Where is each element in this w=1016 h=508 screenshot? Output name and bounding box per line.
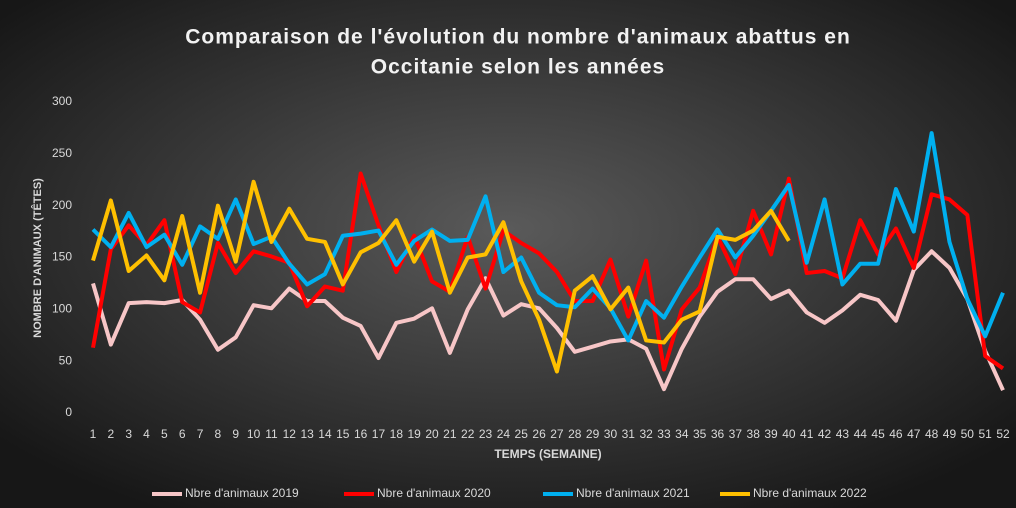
x-tick-label: 47 bbox=[907, 427, 921, 441]
x-tick-label: 37 bbox=[729, 427, 743, 441]
x-tick-label: 1 bbox=[90, 427, 97, 441]
x-tick-label: 13 bbox=[300, 427, 314, 441]
x-tick-label: 45 bbox=[871, 427, 885, 441]
x-tick-label: 52 bbox=[996, 427, 1010, 441]
x-tick-label: 29 bbox=[586, 427, 600, 441]
series-line bbox=[91, 171, 1005, 372]
x-tick-label: 23 bbox=[479, 427, 493, 441]
x-tick-label: 49 bbox=[943, 427, 957, 441]
y-tick-label: 150 bbox=[52, 250, 72, 264]
y-tick-label: 300 bbox=[52, 94, 72, 108]
x-tick-label: 39 bbox=[764, 427, 778, 441]
x-tick-label: 3 bbox=[125, 427, 132, 441]
x-tick-label: 33 bbox=[657, 427, 671, 441]
series-line bbox=[91, 179, 791, 374]
x-tick-label: 38 bbox=[747, 427, 761, 441]
chart-title: Comparaison de l'évolution du nombre d'a… bbox=[185, 26, 851, 49]
legend-label: Nbre d'animaux 2020 bbox=[377, 486, 491, 500]
x-tick-label: 25 bbox=[515, 427, 529, 441]
x-tick-label: 9 bbox=[232, 427, 239, 441]
x-tick-label: 10 bbox=[247, 427, 261, 441]
x-tick-label: 44 bbox=[854, 427, 868, 441]
x-tick-label: 42 bbox=[818, 427, 832, 441]
series-line bbox=[91, 249, 1005, 392]
x-tick-label: 19 bbox=[407, 427, 421, 441]
y-tick-label: 250 bbox=[52, 146, 72, 160]
y-tick-label: 100 bbox=[52, 302, 72, 316]
y-tick-label: 0 bbox=[65, 405, 72, 419]
x-tick-label: 27 bbox=[550, 427, 564, 441]
x-tick-label: 5 bbox=[161, 427, 168, 441]
x-tick-label: 32 bbox=[639, 427, 653, 441]
x-tick-label: 30 bbox=[604, 427, 618, 441]
x-tick-label: 8 bbox=[215, 427, 222, 441]
x-axis-label: TEMPS (SEMAINE) bbox=[494, 447, 601, 461]
legend-label: Nbre d'animaux 2019 bbox=[185, 486, 299, 500]
x-tick-label: 36 bbox=[711, 427, 725, 441]
y-tick-label: 50 bbox=[59, 353, 73, 367]
x-tick-label: 17 bbox=[372, 427, 386, 441]
x-tick-label: 26 bbox=[532, 427, 546, 441]
x-tick-label: 4 bbox=[143, 427, 150, 441]
x-tick-label: 50 bbox=[961, 427, 975, 441]
y-axis-label: NOMBRE D'ANIMAUX (TÊTES) bbox=[31, 178, 44, 338]
x-tick-label: 34 bbox=[675, 427, 689, 441]
x-tick-label: 2 bbox=[107, 427, 114, 441]
x-tick-label: 21 bbox=[443, 427, 457, 441]
legend-label: Nbre d'animaux 2021 bbox=[576, 486, 690, 500]
x-tick-label: 24 bbox=[497, 427, 511, 441]
x-tick-label: 7 bbox=[197, 427, 204, 441]
x-tick-label: 14 bbox=[318, 427, 332, 441]
x-tick-label: 15 bbox=[336, 427, 350, 441]
x-tick-label: 41 bbox=[800, 427, 814, 441]
x-tick-label: 43 bbox=[836, 427, 850, 441]
x-tick-label: 46 bbox=[889, 427, 903, 441]
x-tick-label: 28 bbox=[568, 427, 582, 441]
x-tick-label: 51 bbox=[978, 427, 992, 441]
x-tick-label: 31 bbox=[622, 427, 636, 441]
x-tick-label: 6 bbox=[179, 427, 186, 441]
x-tick-label: 40 bbox=[782, 427, 796, 441]
x-tick-label: 18 bbox=[390, 427, 404, 441]
x-tick-label: 22 bbox=[461, 427, 475, 441]
x-tick-label: 11 bbox=[265, 427, 278, 441]
x-tick-label: 16 bbox=[354, 427, 368, 441]
x-tick-label: 12 bbox=[283, 427, 297, 441]
x-tick-label: 20 bbox=[425, 427, 439, 441]
x-tick-label: 48 bbox=[925, 427, 939, 441]
y-tick-label: 200 bbox=[52, 198, 72, 212]
chart-subtitle: Occitanie selon les années bbox=[371, 56, 665, 79]
x-tick-label: 35 bbox=[693, 427, 707, 441]
legend-label: Nbre d'animaux 2022 bbox=[753, 486, 867, 500]
